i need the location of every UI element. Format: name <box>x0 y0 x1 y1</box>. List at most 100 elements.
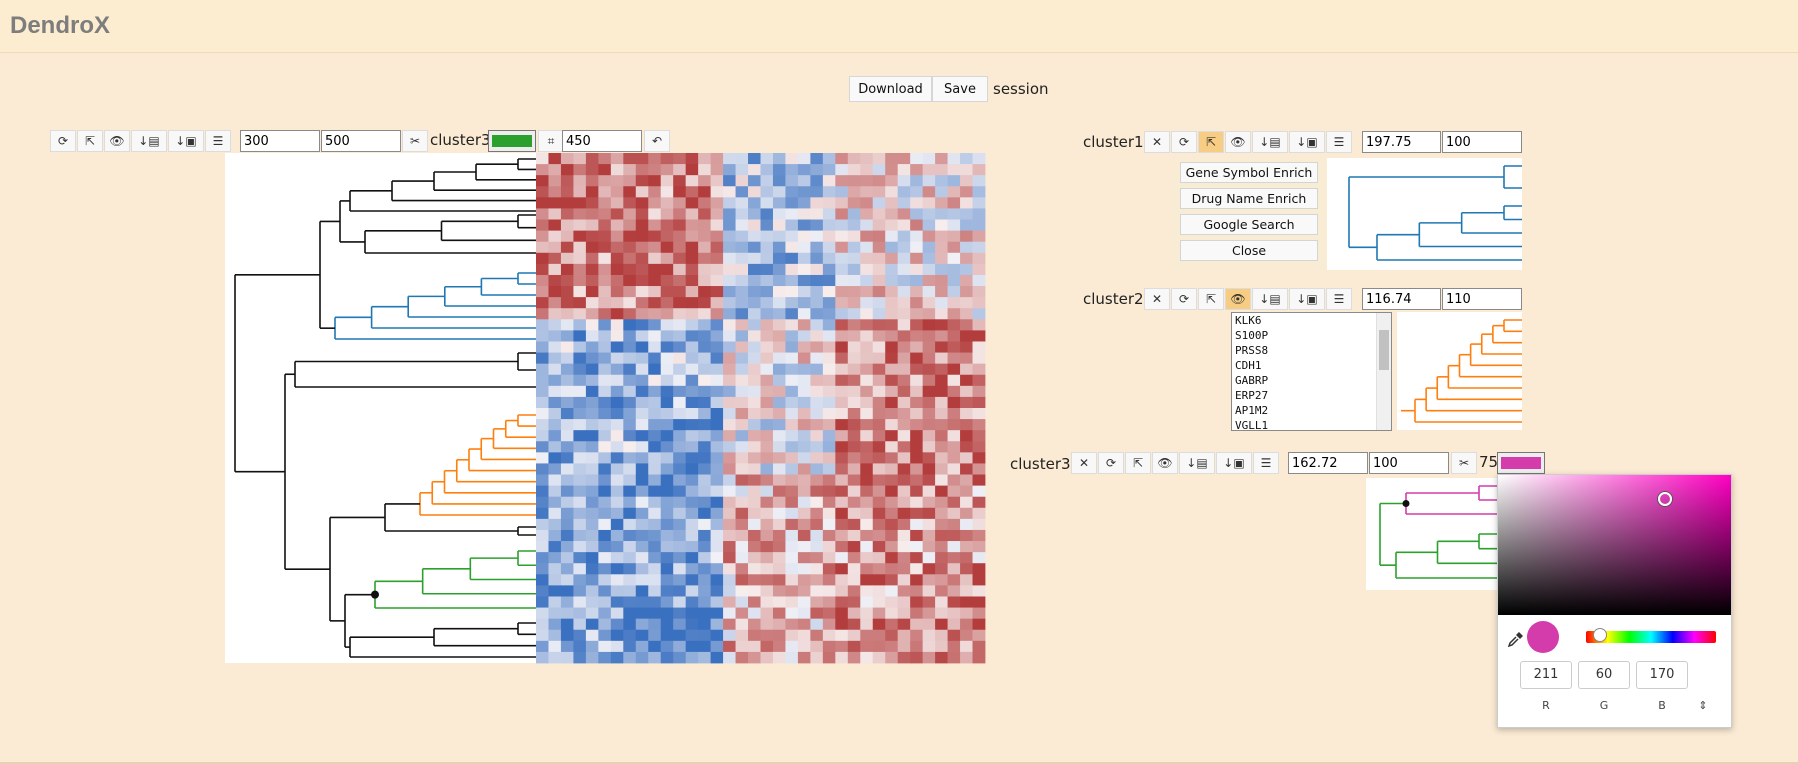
download-text-icon[interactable]: ↓▤ <box>1252 131 1288 153</box>
heatmap-cell <box>598 263 612 276</box>
close-icon[interactable]: ✕ <box>1071 452 1097 474</box>
download-image-icon[interactable]: ↓▣ <box>1216 452 1252 474</box>
heatmap-cell <box>910 629 924 642</box>
heatmap-cell <box>560 430 574 442</box>
cluster1-height-input[interactable] <box>1362 131 1441 153</box>
gene-list-scrollbar[interactable] <box>1376 313 1391 430</box>
gene-symbol-enrich-button[interactable]: Gene Symbol Enrich <box>1180 162 1318 183</box>
saturation-value-area[interactable] <box>1498 475 1731 615</box>
heatmap-cell <box>897 441 911 453</box>
heatmap-cell <box>860 618 874 631</box>
scissors-icon[interactable]: ✂ <box>402 130 428 152</box>
eye-icon[interactable]: 👁 <box>104 130 130 152</box>
heatmap-cell <box>972 485 986 498</box>
open-new-icon[interactable]: ⇱ <box>1198 131 1224 153</box>
refresh-icon[interactable]: ⟳ <box>1098 452 1124 474</box>
eyedropper-icon[interactable] <box>1507 631 1524 648</box>
heatmap-cell <box>910 507 924 520</box>
cluster3-height-input[interactable] <box>1288 452 1368 474</box>
open-new-icon[interactable]: ⇱ <box>1198 288 1224 310</box>
eye-icon[interactable]: 👁 <box>1152 452 1178 474</box>
heatmap-cell <box>748 629 761 642</box>
open-new-icon[interactable]: ⇱ <box>1125 452 1151 474</box>
heatmap-cell <box>785 596 799 608</box>
list-icon[interactable]: ☰ <box>1326 288 1352 310</box>
cluster1-dendrogram[interactable] <box>1327 158 1522 270</box>
selected-node-marker[interactable] <box>1402 500 1410 507</box>
refresh-icon[interactable]: ⟳ <box>1171 288 1197 310</box>
red-value-input[interactable]: 211 <box>1520 661 1572 689</box>
refresh-icon[interactable]: ⟳ <box>50 130 76 152</box>
heatmap-cell <box>573 153 587 165</box>
cluster3-color-swatch[interactable] <box>1497 452 1545 474</box>
download-image-icon[interactable]: ↓▣ <box>1289 131 1325 153</box>
heatmap-cell <box>548 175 562 187</box>
heatmap-cell <box>648 585 662 597</box>
hue-handle[interactable] <box>1594 629 1606 641</box>
crop-icon[interactable]: ⌗ <box>538 130 564 152</box>
download-image-icon[interactable]: ↓▣ <box>1289 288 1325 310</box>
format-toggle-icon[interactable]: ⇕ <box>1698 699 1708 712</box>
heatmap-cell <box>935 574 948 586</box>
heatmap-cell <box>772 274 786 287</box>
download-text-icon[interactable]: ↓▤ <box>1252 288 1288 310</box>
saturation-handle[interactable] <box>1658 492 1672 506</box>
heatmap-cell <box>797 208 811 220</box>
refresh-icon[interactable]: ⟳ <box>1171 131 1197 153</box>
close-menu-button[interactable]: Close <box>1180 240 1318 261</box>
cluster3-size-input[interactable] <box>1369 452 1449 474</box>
heatmap-cell <box>698 618 712 631</box>
heatmap-cell <box>585 274 599 287</box>
google-search-button[interactable]: Google Search <box>1180 214 1318 235</box>
eye-icon[interactable]: 👁 <box>1225 288 1251 310</box>
scrollbar-thumb[interactable] <box>1379 330 1389 370</box>
heatmap[interactable] <box>536 153 986 664</box>
heatmap-cell <box>623 297 637 309</box>
cluster2-gene-list[interactable]: KLK6 S100P PRSS8 CDH1 GABRP ERP27 AP1M2 … <box>1231 312 1392 431</box>
download-image-icon[interactable]: ↓▣ <box>168 130 204 152</box>
download-text-icon[interactable]: ↓▤ <box>131 130 167 152</box>
open-new-icon[interactable]: ⇱ <box>77 130 103 152</box>
drug-name-enrich-button[interactable]: Drug Name Enrich <box>1180 188 1318 209</box>
heatmap-cell <box>585 153 599 165</box>
heatmap-cell <box>885 286 899 298</box>
cluster1-size-input[interactable] <box>1442 131 1522 153</box>
eye-icon[interactable]: 👁 <box>1225 131 1251 153</box>
cluster3-dendrogram[interactable] <box>1366 478 1497 590</box>
threshold-input-a[interactable] <box>240 130 320 152</box>
heatmap-cell <box>698 341 712 353</box>
green-value-input[interactable]: 60 <box>1578 661 1630 689</box>
hue-slider[interactable] <box>1586 629 1716 643</box>
list-icon[interactable]: ☰ <box>1253 452 1279 474</box>
heatmap-cell <box>698 219 712 232</box>
heatmap-cell <box>935 186 948 198</box>
main-dendrogram[interactable] <box>225 153 536 663</box>
save-session-button[interactable]: Save <box>932 76 988 102</box>
cluster2-height-input[interactable] <box>1362 288 1441 310</box>
download-session-button[interactable]: Download <box>849 76 932 102</box>
scissors-icon[interactable]: ✂ <box>1451 452 1477 474</box>
heatmap-cell <box>735 164 749 176</box>
crop-size-input[interactable] <box>562 130 642 152</box>
blue-value-input[interactable]: 170 <box>1636 661 1688 689</box>
heatmap-cell <box>685 596 699 608</box>
heatmap-cell <box>660 164 674 176</box>
heatmap-cell <box>772 153 786 165</box>
heatmap-cell <box>885 529 899 542</box>
heatmap-cell <box>860 153 874 165</box>
heatmap-cell <box>872 441 886 453</box>
cluster2-size-input[interactable] <box>1442 288 1522 310</box>
close-icon[interactable]: ✕ <box>1144 288 1170 310</box>
threshold-input-b[interactable] <box>321 130 401 152</box>
list-icon[interactable]: ☰ <box>205 130 231 152</box>
selected-node-marker[interactable] <box>371 590 379 599</box>
close-icon[interactable]: ✕ <box>1144 131 1170 153</box>
undo-icon[interactable]: ↶ <box>644 130 670 152</box>
list-icon[interactable]: ☰ <box>1326 131 1352 153</box>
heatmap-cell <box>885 552 899 564</box>
heatmap-cell <box>760 363 774 376</box>
heatmap-cell <box>648 230 662 243</box>
download-text-icon[interactable]: ↓▤ <box>1179 452 1215 474</box>
cluster2-dendrogram[interactable] <box>1397 312 1522 430</box>
current-cluster-color-swatch[interactable] <box>488 130 536 152</box>
